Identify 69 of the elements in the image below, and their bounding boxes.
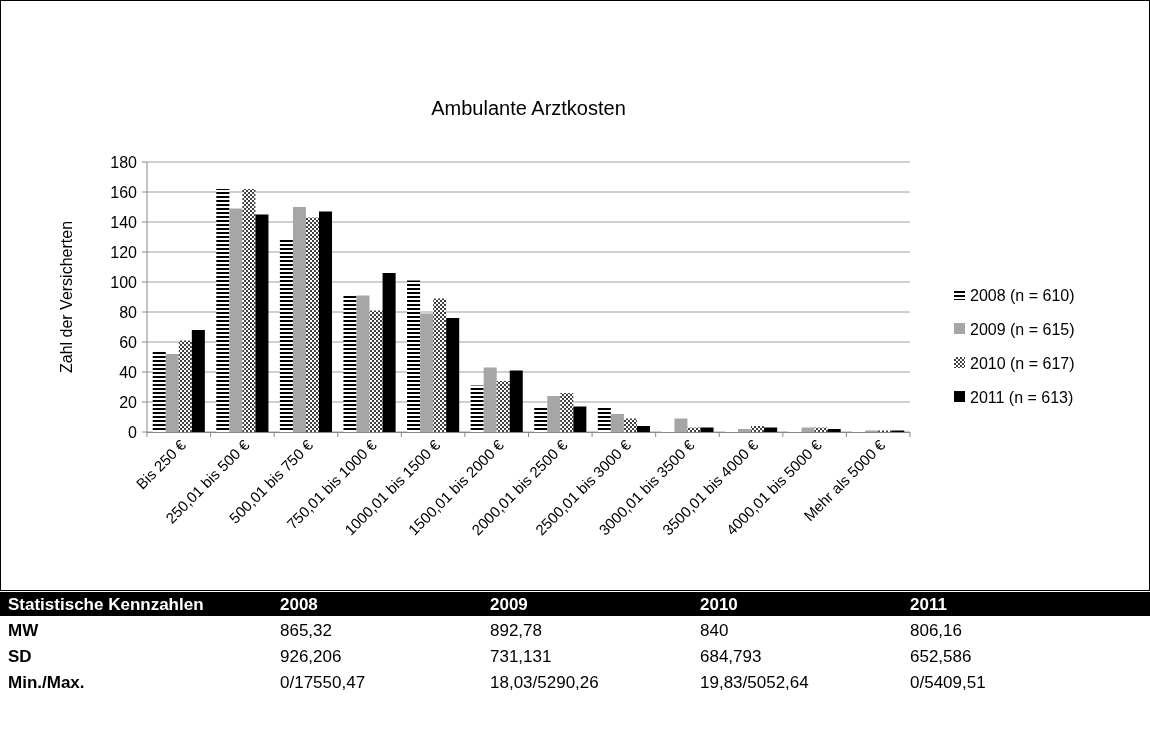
y-tick-label: 100 [110,273,138,291]
bar [573,406,587,432]
text: 19,83/5052,64 [700,673,809,692]
text: 865,32 [280,621,332,640]
bar [407,280,421,432]
legend-label: 2010 (n = 617) [970,354,1075,372]
bar [318,211,333,432]
bar [496,381,510,432]
text: SD [8,647,32,666]
legend-label: 2008 (n = 610) [970,286,1075,304]
bar [610,414,624,432]
bar [470,385,484,432]
bar [343,294,357,432]
bar [369,310,383,432]
text: Min./Max. [8,673,85,692]
text: 2008 [280,595,318,614]
text: 684,793 [700,647,762,666]
bar [623,418,637,432]
text: 840 [700,621,729,640]
legend-label: 2009 (n = 615) [970,320,1075,338]
bar [356,295,370,432]
y-tick-label: 80 [119,303,138,321]
text: 806,16 [910,621,962,640]
text: 18,03/5290,26 [490,673,599,692]
bar [433,298,447,432]
text: 892,78 [490,621,542,640]
bar [229,208,243,432]
text: 2010 [700,595,738,614]
text: 926,206 [280,647,342,666]
bar [534,408,548,432]
bar [305,217,319,432]
bar [738,429,752,432]
text: 731,131 [490,647,552,666]
text: MW [8,621,40,640]
text: 2009 [490,595,528,614]
y-tick-label: 0 [128,423,138,441]
bar [636,426,650,432]
bar [165,354,179,432]
y-axis-title: Zahl der Versicherten [58,220,75,374]
text: 2011 [910,595,947,614]
bar [255,214,269,432]
y-tick-label: 20 [119,393,138,411]
bar [216,189,230,432]
y-tick-label: 160 [110,183,138,201]
bar [560,393,574,432]
text: 652,586 [910,647,972,666]
bar [700,427,714,432]
bar [382,273,396,432]
text: 0/17550,47 [280,673,366,692]
chart-title: Ambulante Arztkosten [431,97,626,119]
bar [751,426,765,432]
bar [597,406,611,432]
bar [446,318,460,432]
y-tick-label: 180 [110,153,138,171]
bar [242,189,256,432]
bar [178,340,192,432]
y-tick-label: 60 [119,333,138,351]
y-tick-label: 40 [119,363,138,381]
bar [674,418,688,432]
text: 0/5409,51 [910,673,986,692]
y-tick-label: 120 [110,243,138,261]
bar [152,351,166,432]
legend-label: 2011 (n = 613) [970,388,1074,406]
bar [509,370,523,432]
bar [827,429,841,432]
bar [191,330,205,432]
bar [279,240,293,432]
text: Statistische Kennzahlen [8,595,204,614]
y-tick-label: 140 [110,213,138,231]
